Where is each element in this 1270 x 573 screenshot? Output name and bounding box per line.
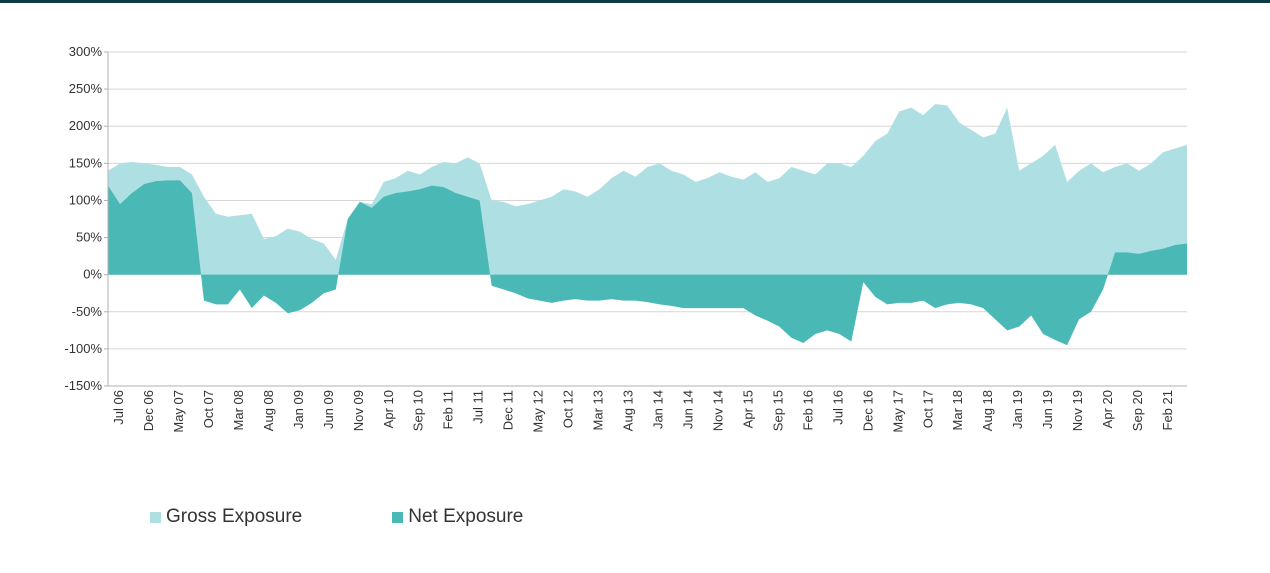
x-tick-label: Jul 11 [471,390,486,424]
x-tick-label: Jul 06 [111,390,126,425]
x-tick-label: Mar 08 [231,390,246,430]
x-tick-label: Feb 16 [800,390,815,430]
x-tick-label: Mar 13 [591,390,606,430]
axes [107,52,1187,387]
y-tick-label: -50% [72,304,103,319]
x-tick-label: Oct 07 [201,390,216,428]
x-tick-label: Jan 19 [1010,390,1025,429]
x-tick-label: Jan 09 [291,390,306,429]
gross-exposure-swatch [150,511,161,523]
x-tick-label: Oct 17 [920,390,935,428]
y-tick-label: -150% [64,378,102,393]
x-tick-label: Sep 10 [411,390,426,431]
x-tick-label: Apr 20 [1100,390,1115,428]
x-tick-label: Apr 15 [740,390,755,428]
legend: Gross Exposure Net Exposure [150,506,523,528]
x-tick-label: Jun 14 [681,390,696,429]
x-tick-label: Sep 15 [770,390,785,431]
area-layer [108,103,1187,346]
x-axis-ticks: Jul 06 Dec 06 May 07 Oct 07 Mar 08 Aug 08 Jan … [111,390,1175,433]
exposure-chart: 300%250%200%150%100%50%0%-50%-100%-150% … [64,44,1187,433]
x-tick-label: Jul 16 [830,390,845,425]
x-tick-label: Sep 20 [1130,390,1145,431]
x-tick-label: May 07 [171,390,186,433]
x-tick-label: Jun 19 [1040,390,1055,429]
x-tick-label: Nov 14 [710,390,725,431]
x-tick-label: Mar 18 [950,390,965,430]
x-tick-label: Oct 12 [561,390,576,428]
x-tick-label: Feb 21 [1160,390,1175,430]
y-tick-label: 250% [69,81,103,96]
legend-label-gross: Gross Exposure [166,506,303,527]
x-tick-label: Aug 13 [621,390,636,431]
x-tick-label: Jan 14 [651,390,666,429]
y-tick-label: -100% [64,341,102,356]
x-tick-label: Dec 06 [141,390,156,431]
x-tick-label: Dec 11 [501,390,516,430]
gross-exposure-area [108,103,1187,275]
y-axis-ticks: 300% 250% 200% 150% 100% 50% 0% -50% -100% -150% [64,44,108,393]
y-tick-label: 300% [69,44,103,59]
x-tick-label: Aug 18 [980,390,995,431]
legend-label-net: Net Exposure [408,506,524,527]
x-tick-label: May 12 [531,390,546,433]
legend-item-net: Net Exposure [392,506,523,528]
y-tick-label: 200% [69,118,103,133]
x-tick-label: Dec 16 [860,390,875,431]
y-tick-label: 50% [76,230,102,245]
legend-item-gross: Gross Exposure [150,506,302,528]
x-tick-label: Jun 09 [321,390,336,429]
x-tick-label: Apr 10 [381,390,396,428]
top-rule [0,0,1270,3]
y-tick-label: 100% [69,192,103,207]
y-tick-label: 150% [69,155,103,170]
net-exposure-swatch [392,511,404,523]
y-tick-label: 0% [83,267,102,282]
net-exposure-area [108,180,1187,346]
x-tick-label: May 17 [890,390,905,433]
x-tick-label: Aug 08 [261,390,276,431]
x-tick-label: Nov 09 [351,390,366,431]
x-tick-label: Nov 19 [1070,390,1085,431]
x-tick-label: Feb 11 [441,390,456,430]
